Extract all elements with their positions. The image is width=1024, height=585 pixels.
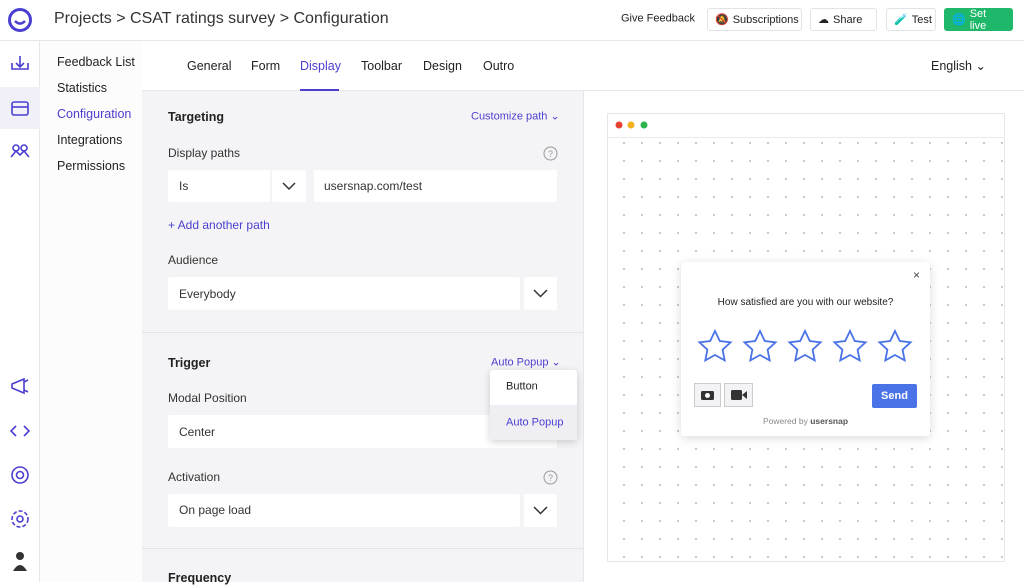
tab[interactable]: Form: [251, 58, 281, 73]
share-button[interactable]: ☁ Share: [810, 8, 877, 31]
breadcrumb-item[interactable]: CSAT ratings survey: [130, 10, 276, 27]
star-rating[interactable]: [695, 328, 915, 366]
test-button[interactable]: 🧪 Test: [886, 8, 936, 31]
svg-text:?: ?: [548, 473, 553, 483]
field-label: Display paths: [168, 146, 241, 160]
path-input[interactable]: [314, 170, 557, 202]
record-button[interactable]: [724, 383, 753, 407]
set-live-button[interactable]: 🌐 Set live: [944, 7, 1013, 32]
browser-toolbar: [608, 114, 1004, 138]
dropdown-selected: [490, 405, 577, 440]
window-dots: [615, 121, 648, 129]
activation-select[interactable]: [168, 494, 520, 527]
input-value: usersnap.com/test: [324, 179, 423, 193]
tab[interactable]: Display: [300, 58, 341, 73]
chevron: [282, 182, 296, 191]
divider: [142, 332, 584, 333]
select-value: Everybody: [179, 287, 236, 301]
button-label: Send: [881, 390, 908, 402]
breadcrumb-item[interactable]: Projects: [54, 10, 112, 27]
breadcrumb: Projects > CSAT ratings survey > Configu…: [54, 10, 389, 27]
svg-text:?: ?: [548, 149, 553, 159]
powered-by: Powered by usersnap: [681, 417, 930, 426]
section-title: Trigger: [168, 355, 211, 370]
link-label: Auto Popup: [491, 356, 549, 369]
tab-underline: [300, 89, 339, 91]
link-label: Customize path: [471, 110, 548, 123]
section-title: Targeting: [168, 109, 225, 124]
button-label: Subscriptions: [732, 13, 799, 26]
breadcrumb-item: Configuration: [293, 10, 389, 27]
button-label: Test: [911, 13, 932, 26]
tab-bar: [142, 41, 1024, 91]
nav-item[interactable]: Configuration: [57, 106, 132, 121]
chevron: [533, 506, 548, 515]
field-label: Activation: [168, 470, 221, 484]
language: English: [931, 58, 972, 73]
field-label: Modal Position: [168, 391, 247, 405]
chevron: [533, 289, 548, 298]
select-value: On page load: [179, 503, 252, 517]
rail-active: [0, 87, 40, 129]
nav-item[interactable]: Feedback List: [57, 54, 135, 69]
audience-select[interactable]: [168, 277, 520, 310]
send-button[interactable]: Send: [872, 384, 917, 408]
language-select[interactable]: English ⌄: [931, 58, 986, 73]
add-path[interactable]: + Add another path: [168, 218, 270, 232]
video-icon: [731, 390, 747, 400]
logo[interactable]: [7, 7, 33, 33]
dropdown-option[interactable]: Button: [506, 380, 538, 393]
nav-item[interactable]: Statistics: [57, 80, 108, 95]
dropdown-option[interactable]: Auto Popup: [506, 416, 564, 429]
nav-item[interactable]: Permissions: [57, 158, 126, 173]
select-value: Is: [179, 179, 189, 193]
camera-icon: [701, 391, 714, 400]
brand: usersnap: [810, 415, 849, 426]
field-label: Audience: [168, 253, 219, 267]
powered-by-text: Powered by: [762, 415, 808, 426]
top-bar: [0, 0, 1024, 41]
screenshot-button[interactable]: [694, 383, 721, 407]
nav-item[interactable]: Integrations: [57, 132, 123, 147]
help-icon[interactable]: ?: [543, 146, 558, 161]
chevron-box[interactable]: [272, 170, 306, 202]
close-icon[interactable]: ×: [913, 268, 921, 282]
operator-select[interactable]: [168, 170, 270, 202]
tab[interactable]: Toolbar: [361, 58, 402, 73]
subscriptions-button[interactable]: 🔕 Subscriptions: [707, 8, 802, 31]
survey-question: How satisfied are you with our website?: [717, 297, 894, 308]
button-label: Set live: [969, 7, 987, 32]
give-feedback[interactable]: Give Feedback: [621, 12, 695, 25]
section-title: Frequency: [168, 570, 232, 585]
button-label: Share: [833, 13, 863, 26]
browser-preview: [607, 113, 1005, 562]
chevron-box[interactable]: [524, 494, 557, 527]
select-value: Center: [179, 425, 216, 439]
trigger-mode[interactable]: Auto Popup ⌄: [491, 356, 561, 369]
customize-path[interactable]: Customize path ⌄: [471, 110, 560, 123]
tab[interactable]: Design: [423, 58, 462, 73]
rail-icons[interactable]: [0, 41, 40, 582]
tab[interactable]: Outro: [483, 58, 515, 73]
tab[interactable]: General: [187, 58, 232, 73]
side-nav: [40, 41, 142, 582]
help-icon[interactable]: ?: [543, 470, 558, 485]
icon-rail: [0, 41, 40, 582]
divider: [142, 548, 584, 549]
chevron-box[interactable]: [524, 277, 557, 310]
